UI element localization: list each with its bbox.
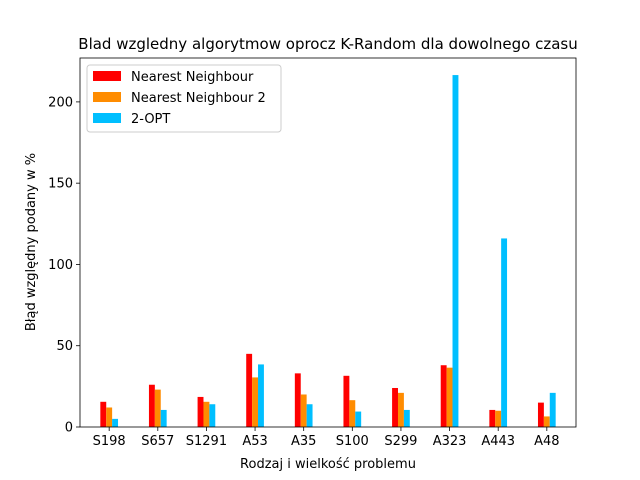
bar	[446, 367, 453, 427]
legend-box	[86, 64, 282, 133]
bar	[452, 75, 459, 427]
bar	[148, 384, 155, 427]
bar	[100, 401, 107, 427]
legend-label: 2-OPT	[131, 112, 170, 127]
x-tick-label: A48	[534, 434, 559, 449]
plot-frame	[79, 57, 577, 428]
y-tick-label: 100	[48, 258, 73, 273]
bar	[209, 404, 216, 427]
bar	[501, 238, 508, 427]
bar	[403, 409, 410, 427]
bar	[549, 392, 556, 427]
x-tick-label: S299	[384, 434, 417, 449]
x-axis-label: Rodzaj i wielkość problemu	[240, 457, 416, 472]
x-tick-label: S100	[336, 434, 369, 449]
bar	[154, 389, 161, 427]
x-tick-label: S198	[93, 434, 126, 449]
y-tick-label: 200	[48, 95, 73, 110]
bar	[197, 396, 204, 427]
bar	[258, 364, 264, 427]
x-tick-label: A35	[291, 434, 316, 449]
bar	[543, 416, 550, 427]
bar	[495, 410, 502, 427]
x-tick-label: A443	[481, 434, 515, 449]
bar	[106, 407, 113, 427]
legend-swatch	[93, 92, 121, 102]
bar	[252, 377, 259, 427]
bar	[294, 373, 301, 427]
x-tick-label: A323	[433, 434, 467, 449]
bar	[306, 404, 313, 427]
bar	[112, 418, 119, 427]
bar	[355, 411, 362, 427]
chart-title: Blad wzgledny algorytmow oprocz K-Random…	[78, 35, 577, 53]
bar	[440, 365, 447, 427]
bar	[300, 394, 307, 427]
bar	[537, 402, 544, 427]
x-tick-label: A53	[242, 434, 267, 449]
x-tick-label: S657	[141, 434, 174, 449]
bar	[203, 401, 210, 427]
legend: Nearest Neighbour Nearest Neighbour 2 2-OP…	[86, 64, 282, 133]
legend-label: Nearest Neighbour	[131, 70, 254, 85]
y-tick-label: 0	[65, 421, 73, 436]
bar	[160, 409, 167, 427]
legend-swatch	[93, 113, 121, 123]
bar	[397, 392, 404, 427]
bar	[489, 409, 496, 427]
legend-swatch	[93, 71, 121, 81]
bar	[349, 400, 356, 427]
legend-label: Nearest Neighbour 2	[131, 91, 266, 106]
x-tick-label: S1291	[186, 434, 227, 449]
y-axis-label: Błąd względny podany w %	[24, 153, 39, 331]
bar	[392, 387, 398, 427]
y-tick-label: 150	[48, 177, 73, 192]
plot-area: S198 S657 S1291 A53 A35 S100 S299 A323 A443 A48 0 5…	[48, 57, 577, 449]
bar	[246, 353, 253, 427]
y-tick-label: 50	[56, 339, 73, 354]
bar	[343, 375, 350, 427]
